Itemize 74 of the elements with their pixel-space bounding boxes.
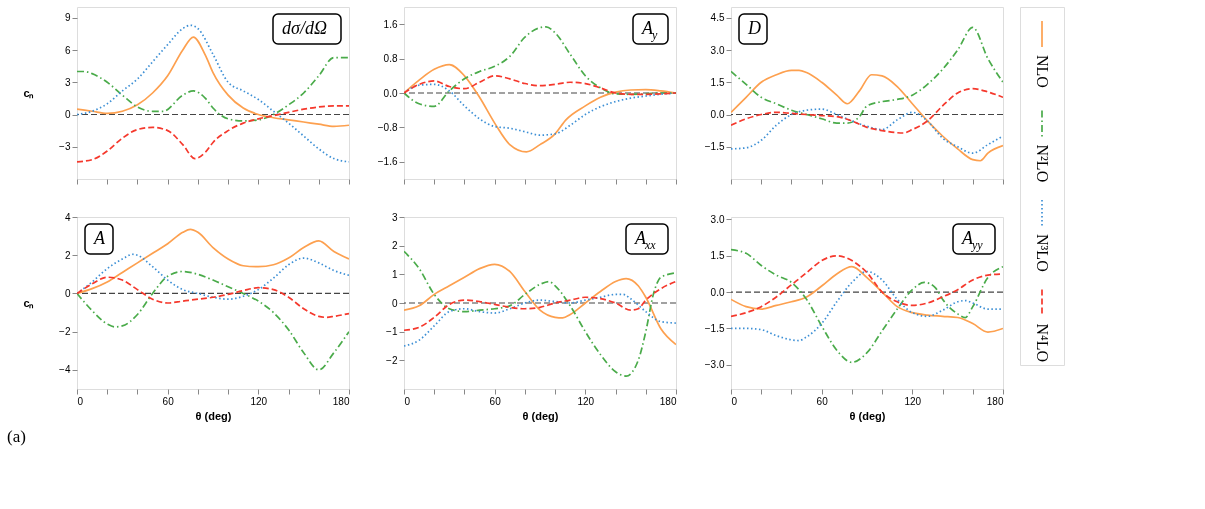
- line-series: [731, 108, 1003, 155]
- text: dσ/dΩ: [282, 18, 327, 38]
- y-tick-label: −2: [386, 354, 398, 366]
- x-tick-label: 180: [332, 395, 350, 407]
- line-series: [77, 270, 349, 371]
- line-series: [77, 56, 349, 122]
- x-axis-title: θ (deg): [849, 409, 886, 422]
- line-series: [77, 105, 349, 163]
- legend-label: N²LO: [1034, 144, 1051, 183]
- legend-label: N⁴LO: [1034, 323, 1051, 362]
- line-series: [77, 276, 349, 319]
- line-series: [404, 63, 676, 153]
- x-tick-label: 0: [731, 395, 738, 407]
- y-tick-label: −4: [59, 364, 71, 376]
- y-tick-label: 1.5: [710, 76, 725, 88]
- line-series: [731, 69, 1003, 162]
- y-tick-label: −1.5: [704, 322, 725, 334]
- x-tick-label: 60: [816, 395, 829, 407]
- y-tick-label: 1.5: [710, 250, 725, 262]
- x-axis-title: θ (deg): [195, 409, 232, 422]
- y-tick-label: 3: [64, 76, 71, 88]
- line-series: [77, 36, 349, 128]
- y-tick-label: −1: [386, 326, 398, 338]
- line-series: [404, 263, 676, 346]
- y-tick-label: 3.0: [710, 44, 725, 56]
- y-tick-label: −1.5: [704, 141, 725, 153]
- x-tick-label: 180: [986, 395, 1004, 407]
- x-tick-label: 60: [162, 395, 175, 407]
- y-tick-label: −1.6: [377, 156, 398, 168]
- x-tick-label: 60: [489, 395, 502, 407]
- x-tick-label: 180: [659, 395, 677, 407]
- y-tick-label: 3: [391, 211, 398, 223]
- line-series: [404, 250, 676, 377]
- y-tick-label: −3.0: [704, 359, 725, 371]
- y-tick-label: 4: [64, 211, 71, 223]
- y-axis-title: cₙ: [23, 296, 35, 309]
- line-series: [404, 74, 676, 96]
- y-tick-label: 0: [64, 287, 71, 299]
- y-tick-label: 0: [64, 109, 71, 120]
- y-tick-label: 9: [64, 12, 71, 24]
- x-tick-label: 0: [77, 395, 84, 407]
- y-tick-label: 1: [391, 268, 398, 280]
- y-tick-label: 6: [64, 44, 71, 56]
- text: D: [747, 18, 761, 38]
- text: A: [93, 228, 106, 248]
- text: (a): [7, 427, 26, 446]
- y-axis-title: cₙ: [23, 86, 35, 99]
- x-axis-title: θ (deg): [522, 409, 559, 422]
- line-series: [731, 270, 1003, 342]
- y-tick-label: −0.8: [377, 121, 398, 133]
- y-tick-label: 2: [391, 240, 398, 252]
- y-tick-label: 0.0: [710, 286, 725, 298]
- legend-label: N³LO: [1034, 234, 1051, 272]
- y-tick-label: 3.0: [710, 213, 725, 225]
- x-tick-label: 120: [250, 395, 268, 407]
- line-series: [731, 265, 1003, 333]
- x-tick-label: 120: [904, 395, 922, 407]
- line-series: [77, 228, 349, 295]
- y-tick-label: 1.6: [383, 18, 398, 30]
- x-tick-label: 120: [577, 395, 595, 407]
- y-tick-label: 0: [391, 297, 398, 309]
- line-series: [731, 87, 1003, 134]
- line-series: [404, 280, 676, 332]
- line-series: [404, 293, 676, 347]
- y-tick-label: 4.5: [710, 12, 725, 24]
- y-tick-label: 0.8: [383, 53, 398, 65]
- y-tick-label: −3: [59, 141, 71, 153]
- x-tick-label: 0: [404, 395, 411, 407]
- line-series: [731, 254, 1003, 318]
- y-tick-label: −2: [59, 326, 71, 338]
- y-tick-label: 2: [64, 249, 71, 261]
- legend-label: NLO: [1034, 55, 1051, 88]
- y-tick-label: 0.0: [710, 109, 725, 120]
- y-tick-label: 0.0: [383, 87, 398, 99]
